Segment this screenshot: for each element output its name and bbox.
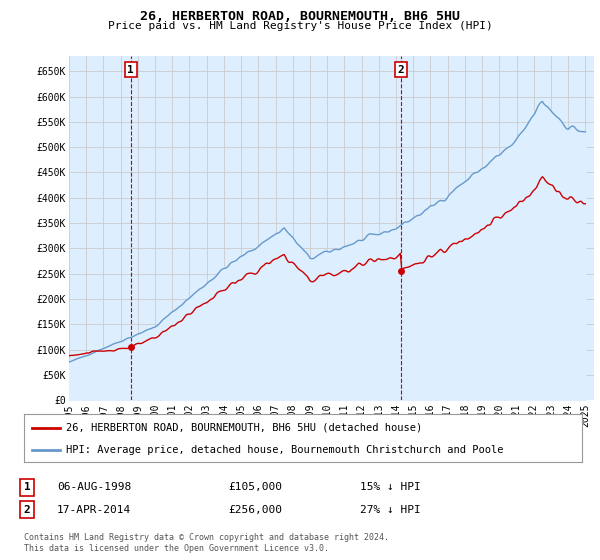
Text: 15% ↓ HPI: 15% ↓ HPI bbox=[360, 482, 421, 492]
Text: 1: 1 bbox=[23, 482, 31, 492]
Text: Contains HM Land Registry data © Crown copyright and database right 2024.
This d: Contains HM Land Registry data © Crown c… bbox=[24, 533, 389, 553]
Text: 26, HERBERTON ROAD, BOURNEMOUTH, BH6 5HU: 26, HERBERTON ROAD, BOURNEMOUTH, BH6 5HU bbox=[140, 10, 460, 23]
Text: 06-AUG-1998: 06-AUG-1998 bbox=[57, 482, 131, 492]
Text: 2: 2 bbox=[398, 64, 404, 74]
Text: 2: 2 bbox=[23, 505, 31, 515]
Text: Price paid vs. HM Land Registry's House Price Index (HPI): Price paid vs. HM Land Registry's House … bbox=[107, 21, 493, 31]
Text: £256,000: £256,000 bbox=[228, 505, 282, 515]
Text: 1: 1 bbox=[127, 64, 134, 74]
Text: £105,000: £105,000 bbox=[228, 482, 282, 492]
Text: 17-APR-2014: 17-APR-2014 bbox=[57, 505, 131, 515]
Text: 26, HERBERTON ROAD, BOURNEMOUTH, BH6 5HU (detached house): 26, HERBERTON ROAD, BOURNEMOUTH, BH6 5HU… bbox=[66, 423, 422, 433]
Text: 27% ↓ HPI: 27% ↓ HPI bbox=[360, 505, 421, 515]
Text: HPI: Average price, detached house, Bournemouth Christchurch and Poole: HPI: Average price, detached house, Bour… bbox=[66, 445, 503, 455]
